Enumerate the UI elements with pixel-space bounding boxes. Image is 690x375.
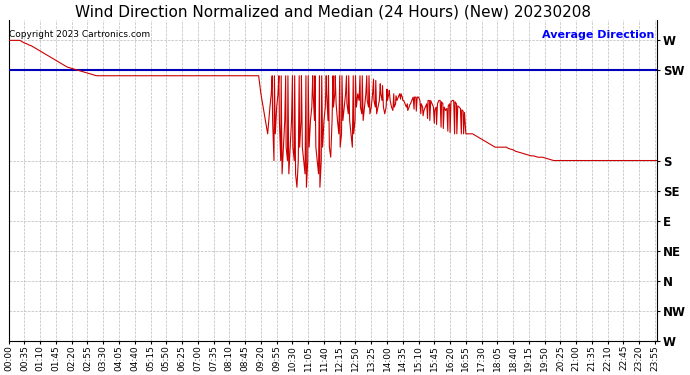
Text: Average Direction: Average Direction — [542, 30, 654, 40]
Text: Copyright 2023 Cartronics.com: Copyright 2023 Cartronics.com — [10, 30, 150, 39]
Title: Wind Direction Normalized and Median (24 Hours) (New) 20230208: Wind Direction Normalized and Median (24… — [75, 4, 591, 19]
